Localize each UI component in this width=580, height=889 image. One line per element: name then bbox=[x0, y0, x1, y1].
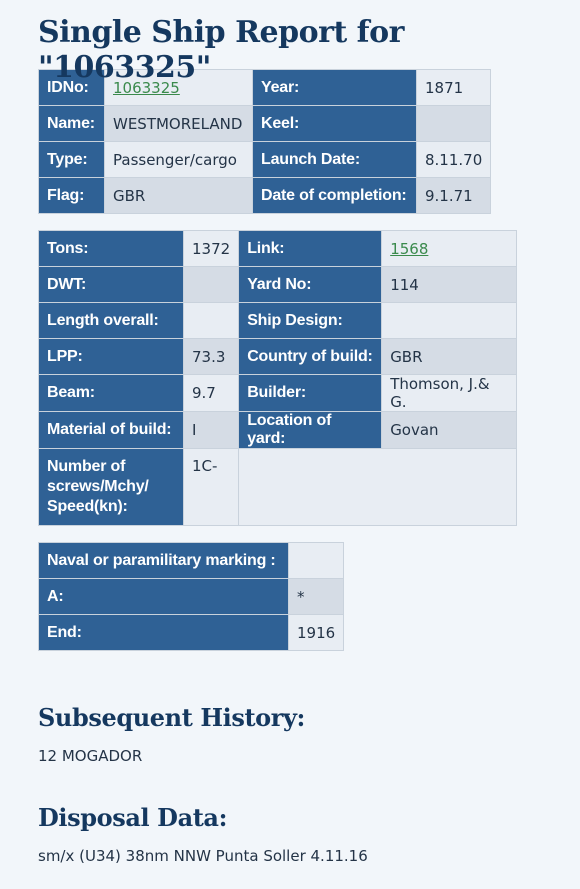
type-value: Passenger/cargo bbox=[104, 141, 253, 178]
completion-date-value: 9.1.71 bbox=[415, 177, 492, 214]
lpp-value: 73.3 bbox=[182, 338, 240, 375]
year-value: 1871 bbox=[415, 69, 492, 106]
ship-design-label: Ship Design: bbox=[238, 302, 383, 339]
builder-value: Thomson, J.& G. bbox=[381, 374, 518, 412]
subsequent-history-heading: Subsequent History: bbox=[38, 703, 305, 732]
tons-value: 1372 bbox=[182, 230, 240, 267]
idno-link[interactable]: 1063325 bbox=[113, 78, 180, 97]
country-of-build-label: Country of build: bbox=[238, 338, 383, 375]
link-label: Link: bbox=[238, 230, 383, 267]
disposal-data-text: sm/x (U34) 38nm NNW Punta Soller 4.11.16 bbox=[38, 847, 368, 865]
a-label: A: bbox=[38, 578, 289, 615]
name-value: WESTMORELAND bbox=[104, 105, 253, 142]
material-label: Material of build: bbox=[38, 411, 184, 449]
table-row: Tons: 1372 Link: 1568 bbox=[38, 230, 518, 267]
name-label: Name: bbox=[38, 105, 105, 142]
table-row: Number of screws/Mchy/ Speed(kn): 1C- bbox=[38, 448, 518, 526]
empty-cell bbox=[238, 448, 518, 526]
table-row: Name: WESTMORELAND Keel: bbox=[38, 105, 492, 142]
keel-value bbox=[415, 105, 492, 142]
year-label: Year: bbox=[252, 69, 417, 106]
table-row: Material of build: I Location of yard: G… bbox=[38, 411, 518, 449]
launch-date-label: Launch Date: bbox=[252, 141, 417, 178]
table-row: End: 1916 bbox=[38, 614, 345, 651]
table-row: DWT: Yard No: 114 bbox=[38, 266, 518, 303]
table-row: Type: Passenger/cargo Launch Date: 8.11.… bbox=[38, 141, 492, 178]
table-row: Naval or paramilitary marking : bbox=[38, 542, 345, 579]
subsequent-history-text: 12 MOGADOR bbox=[38, 747, 143, 765]
flag-label: Flag: bbox=[38, 177, 105, 214]
naval-marking-label: Naval or paramilitary marking : bbox=[38, 542, 289, 579]
type-label: Type: bbox=[38, 141, 105, 178]
completion-date-label: Date of completion: bbox=[252, 177, 417, 214]
length-overall-label: Length overall: bbox=[38, 302, 184, 339]
builder-label: Builder: bbox=[238, 374, 383, 412]
page-title: Single Ship Report for "1063325" bbox=[38, 15, 404, 85]
link-value: 1568 bbox=[381, 230, 518, 267]
flag-value: GBR bbox=[104, 177, 253, 214]
naval-table: Naval or paramilitary marking : A: * End… bbox=[38, 542, 345, 651]
dwt-label: DWT: bbox=[38, 266, 184, 303]
ship-design-value bbox=[381, 302, 518, 339]
beam-value: 9.7 bbox=[182, 374, 240, 412]
dwt-value bbox=[182, 266, 240, 303]
a-value: * bbox=[287, 578, 345, 615]
specs-table: Tons: 1372 Link: 1568 DWT: Yard No: 114 … bbox=[38, 230, 518, 526]
keel-label: Keel: bbox=[252, 105, 417, 142]
screws-label: Number of screws/Mchy/ Speed(kn): bbox=[38, 448, 184, 526]
length-overall-value bbox=[182, 302, 240, 339]
table-row: IDNo: 1063325 Year: 1871 bbox=[38, 69, 492, 106]
idno-label: IDNo: bbox=[38, 69, 105, 106]
table-row: Beam: 9.7 Builder: Thomson, J.& G. bbox=[38, 374, 518, 412]
screws-value: 1C- bbox=[182, 448, 240, 526]
link-anchor[interactable]: 1568 bbox=[390, 239, 429, 258]
tons-label: Tons: bbox=[38, 230, 184, 267]
table-row: Flag: GBR Date of completion: 9.1.71 bbox=[38, 177, 492, 214]
general-info-table: IDNo: 1063325 Year: 1871 Name: WESTMOREL… bbox=[38, 69, 492, 214]
table-row: A: * bbox=[38, 578, 345, 615]
disposal-data-heading: Disposal Data: bbox=[38, 803, 228, 832]
yard-no-value: 114 bbox=[381, 266, 518, 303]
end-label: End: bbox=[38, 614, 289, 651]
yard-no-label: Yard No: bbox=[238, 266, 383, 303]
page: Single Ship Report for "1063325" IDNo: 1… bbox=[38, 15, 518, 865]
table-row: Length overall: Ship Design: bbox=[38, 302, 518, 339]
naval-marking-value bbox=[287, 542, 345, 579]
beam-label: Beam: bbox=[38, 374, 184, 412]
location-of-yard-value: Govan bbox=[381, 411, 518, 449]
material-value: I bbox=[182, 411, 240, 449]
country-of-build-value: GBR bbox=[381, 338, 518, 375]
lpp-label: LPP: bbox=[38, 338, 184, 375]
launch-date-value: 8.11.70 bbox=[415, 141, 492, 178]
location-of-yard-label: Location of yard: bbox=[238, 411, 383, 449]
table-row: LPP: 73.3 Country of build: GBR bbox=[38, 338, 518, 375]
end-value: 1916 bbox=[287, 614, 345, 651]
